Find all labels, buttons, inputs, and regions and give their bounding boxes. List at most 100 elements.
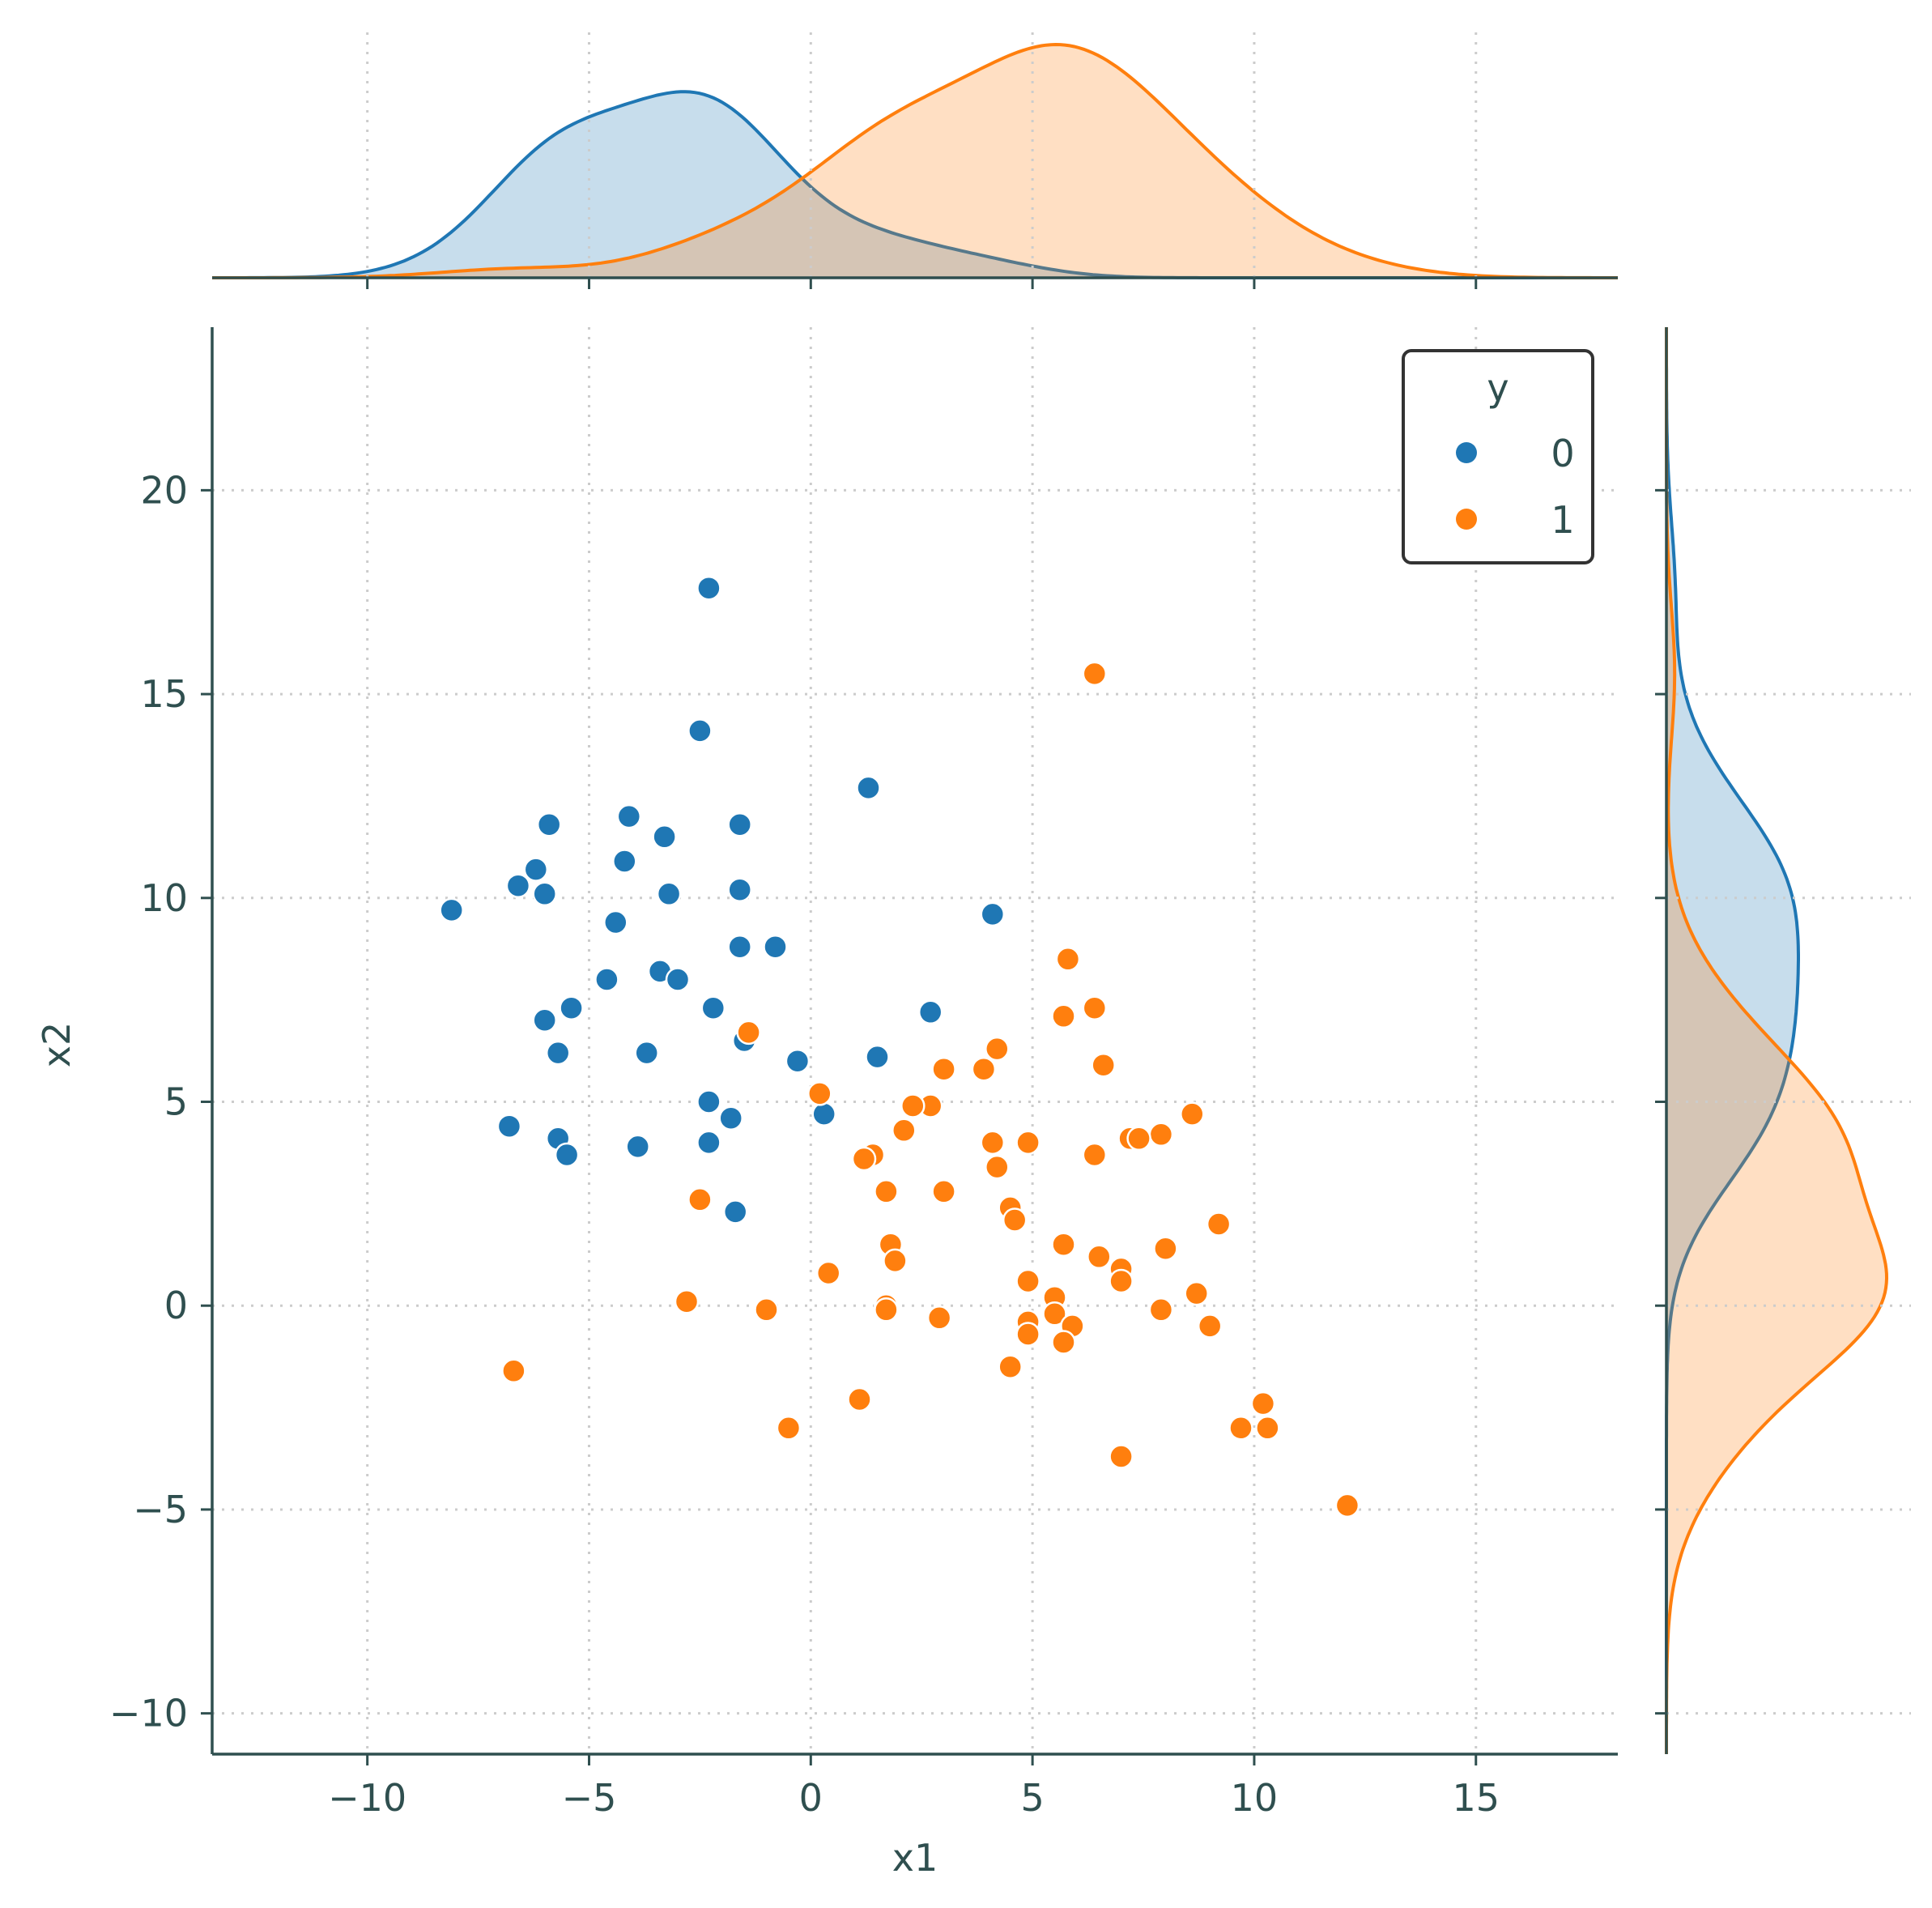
point-0 xyxy=(603,909,628,935)
point-0 xyxy=(763,934,788,960)
y-tick-label: 20 xyxy=(140,468,188,512)
point-1 xyxy=(736,1020,761,1046)
point-0 xyxy=(523,857,549,882)
point-1 xyxy=(1148,1122,1174,1148)
y-tick-label: 5 xyxy=(164,1080,188,1124)
point-1 xyxy=(900,1093,926,1118)
point-0 xyxy=(612,849,637,874)
x2-kde-line-1 xyxy=(1665,327,1889,1754)
point-1 xyxy=(754,1297,779,1322)
point-1 xyxy=(998,1354,1023,1379)
point-0 xyxy=(980,901,1006,927)
point-1 xyxy=(807,1081,832,1106)
point-1 xyxy=(985,1036,1010,1062)
point-0 xyxy=(665,967,691,992)
point-0 xyxy=(718,1105,743,1131)
point-1 xyxy=(815,1260,841,1286)
point-1 xyxy=(1148,1297,1174,1322)
legend-label-1: 1 xyxy=(1551,498,1574,542)
point-1 xyxy=(1055,947,1081,972)
point-0 xyxy=(532,881,557,907)
point-0 xyxy=(656,881,682,907)
point-1 xyxy=(1015,1322,1040,1347)
point-1 xyxy=(776,1416,802,1441)
point-1 xyxy=(980,1130,1006,1156)
point-0 xyxy=(505,873,531,898)
point-1 xyxy=(1126,1126,1151,1152)
point-0 xyxy=(811,1101,836,1126)
point-0 xyxy=(652,824,677,850)
x1-kde-line-1 xyxy=(212,42,1618,279)
x1-kde-fill-0 xyxy=(212,92,1618,278)
point-1 xyxy=(1091,1052,1116,1078)
point-1 xyxy=(674,1288,700,1314)
grid-lines xyxy=(212,32,1911,1754)
point-1 xyxy=(1109,1444,1134,1469)
scatter-points xyxy=(439,575,1360,1518)
point-1 xyxy=(971,1056,997,1082)
y-tick-label: 0 xyxy=(164,1284,188,1327)
point-0 xyxy=(727,877,752,902)
y-tick-label: −5 xyxy=(133,1488,188,1531)
point-1 xyxy=(1184,1280,1209,1306)
x-tick-label: 0 xyxy=(799,1776,823,1820)
point-1 xyxy=(1082,1142,1108,1168)
point-1 xyxy=(1087,1244,1112,1270)
point-1 xyxy=(687,1187,713,1212)
point-1 xyxy=(1255,1416,1280,1441)
point-1 xyxy=(1042,1301,1067,1327)
legend-title: y xyxy=(1487,366,1509,410)
point-0 xyxy=(545,1040,571,1066)
y-axis-label: x2 xyxy=(35,1022,79,1068)
point-0 xyxy=(439,897,464,923)
point-0 xyxy=(856,775,881,801)
point-0 xyxy=(496,1114,522,1139)
point-0 xyxy=(696,1130,721,1156)
point-1 xyxy=(1334,1493,1360,1518)
x-tick-label: −10 xyxy=(328,1776,406,1820)
point-0 xyxy=(554,1142,580,1168)
point-1 xyxy=(1109,1268,1134,1294)
legend: y 0 1 xyxy=(1402,349,1594,564)
point-1 xyxy=(985,1154,1010,1180)
point-1 xyxy=(1015,1268,1040,1294)
y-tick-label: −10 xyxy=(109,1692,188,1736)
point-1 xyxy=(851,1146,877,1172)
point-1 xyxy=(1180,1101,1205,1126)
point-1 xyxy=(883,1248,908,1274)
x2-kde-marginal xyxy=(1665,327,1889,1754)
point-0 xyxy=(536,811,562,837)
x-tick-label: 15 xyxy=(1452,1776,1500,1820)
point-0 xyxy=(634,1040,659,1066)
point-1 xyxy=(892,1118,917,1144)
point-1 xyxy=(1197,1314,1223,1339)
point-1 xyxy=(1228,1416,1253,1441)
legend-marker-1 xyxy=(1456,509,1477,530)
point-0 xyxy=(616,803,642,829)
point-1 xyxy=(1051,1330,1076,1355)
x-tick-label: −5 xyxy=(562,1776,617,1820)
point-0 xyxy=(625,1134,650,1160)
point-0 xyxy=(532,1007,557,1033)
legend-box xyxy=(1402,349,1594,564)
y-tick-label: 15 xyxy=(140,672,188,716)
point-0 xyxy=(696,1089,721,1114)
legend-marker-0 xyxy=(1456,442,1477,463)
point-1 xyxy=(1015,1130,1040,1156)
point-1 xyxy=(874,1297,899,1322)
point-0 xyxy=(865,1044,890,1070)
point-0 xyxy=(917,999,943,1025)
point-1 xyxy=(931,1056,956,1082)
point-1 xyxy=(847,1386,872,1412)
point-1 xyxy=(1153,1236,1178,1261)
point-0 xyxy=(722,1199,748,1224)
point-1 xyxy=(874,1179,899,1204)
point-1 xyxy=(931,1179,956,1204)
y-tick-label: 10 xyxy=(140,876,188,920)
point-1 xyxy=(501,1358,526,1384)
point-0 xyxy=(700,995,726,1020)
point-1 xyxy=(1002,1207,1028,1233)
point-0 xyxy=(559,995,584,1020)
